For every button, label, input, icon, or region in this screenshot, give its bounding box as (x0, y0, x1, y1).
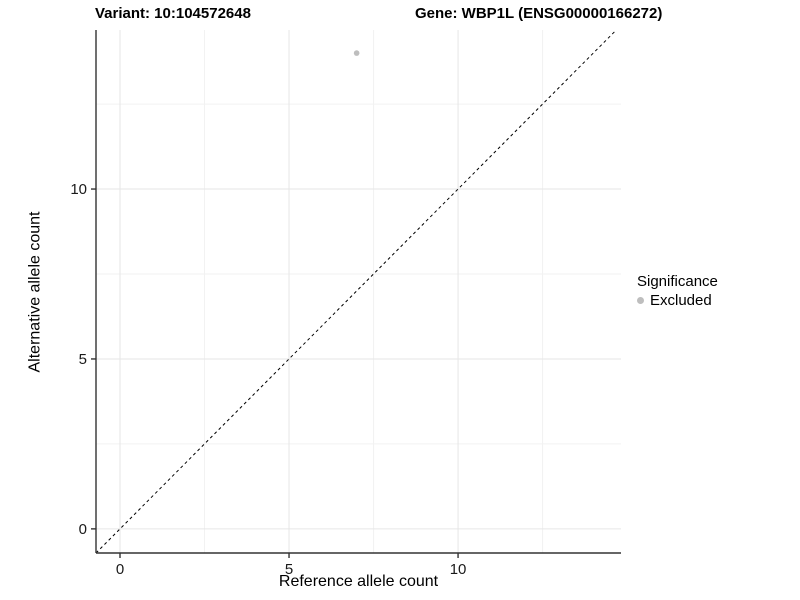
x-tick-label: 10 (450, 561, 467, 578)
x-tick-label: 0 (116, 561, 124, 578)
y-tick-label: 0 (79, 521, 87, 538)
y-axis-title: Alternative allele count (26, 211, 44, 373)
excluded-point-icon (637, 297, 644, 304)
legend: Significance Excluded (637, 273, 718, 309)
legend-item-label: Excluded (650, 292, 712, 309)
legend-item-excluded: Excluded (637, 292, 718, 309)
y-tick-label: 10 (70, 181, 87, 198)
x-axis-title: Reference allele count (278, 573, 439, 590)
gene-title: Gene: WBP1L (ENSG00000166272) (415, 5, 663, 22)
identity-line (95, 29, 617, 554)
variant-title: Variant: 10:104572648 (95, 5, 251, 22)
y-tick-label: 5 (79, 351, 87, 368)
x-tick-label: 5 (285, 561, 293, 578)
legend-title: Significance (637, 273, 718, 290)
data-point (353, 50, 360, 56)
